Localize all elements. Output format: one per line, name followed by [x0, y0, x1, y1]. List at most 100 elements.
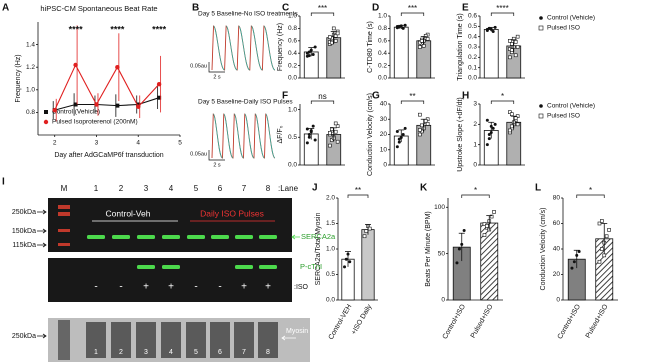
ptni-band — [162, 265, 180, 269]
data-point — [513, 40, 518, 44]
panel-label: B — [192, 3, 199, 14]
y-tick-label: 40 — [553, 246, 561, 253]
data-point — [482, 222, 487, 226]
data-point — [482, 233, 487, 237]
scale-bar — [208, 62, 225, 73]
y-axis-label: Upstroke Slope (+dF/dt) — [457, 97, 464, 172]
myosin-band — [234, 322, 254, 358]
y-tick-label: 100 — [434, 204, 445, 211]
lane-label: 2 — [119, 184, 124, 193]
blot-middle — [48, 258, 292, 302]
data-point — [485, 118, 489, 122]
scale-x-label: 2 s — [213, 162, 221, 168]
data-point — [305, 127, 309, 131]
myosin-band — [258, 322, 278, 358]
panel-label: G — [372, 91, 380, 102]
data-point — [419, 38, 424, 43]
data-point — [509, 112, 514, 116]
y-tick-label: 0 — [441, 297, 445, 304]
legend-label: Control (Vehicle) — [547, 103, 595, 110]
significance-bracket — [490, 100, 515, 104]
data-point — [493, 122, 497, 126]
significance-bracket — [461, 194, 490, 198]
data-point — [570, 266, 574, 270]
legend-marker — [539, 104, 543, 108]
data-point — [577, 250, 581, 254]
data-point — [403, 23, 407, 27]
data-point — [305, 141, 309, 145]
y-tick-label: 50 — [438, 250, 446, 257]
data-point — [515, 34, 520, 39]
marker-label: M — [61, 184, 68, 193]
bar — [361, 229, 375, 301]
x-tick-label: +ISO Daily — [350, 303, 373, 336]
data-point — [509, 48, 514, 52]
legend-label: Control (Vehicle) — [52, 109, 100, 116]
blot-top — [48, 198, 292, 252]
iso-sign: + — [143, 282, 149, 293]
ladder-label: 150kDa — [12, 228, 36, 235]
x-tick-label: Control-VEH — [328, 303, 354, 341]
y-tick-label: 0.0 — [468, 75, 477, 82]
significance: *** — [318, 4, 327, 13]
y-tick-label: 0.8 — [26, 109, 35, 116]
y-tick-label: 0.5 — [288, 134, 297, 141]
lane-label: 7 — [242, 184, 247, 193]
data-point — [508, 38, 512, 43]
panel-label: D — [372, 3, 379, 14]
data-point — [335, 31, 340, 36]
ladder-label: 115kDa — [12, 242, 36, 249]
point — [115, 103, 120, 108]
y-tick-label: 20 — [553, 271, 561, 278]
y-tick-label: 0.5 — [326, 271, 335, 278]
data-point — [425, 122, 430, 126]
x-tick-label: 2 — [53, 140, 57, 147]
y-tick-label: 0.8 — [288, 25, 297, 32]
data-point — [305, 51, 309, 55]
data-point — [602, 253, 607, 258]
lane-label-bottom: 7 — [242, 349, 246, 356]
y-tick-label: 0.0 — [288, 75, 297, 82]
data-point — [455, 261, 459, 265]
panel-label: C — [282, 3, 289, 14]
significance: * — [474, 186, 477, 195]
data-point — [597, 221, 602, 226]
legend-marker — [538, 25, 544, 31]
data-point — [508, 55, 512, 60]
data-point — [311, 124, 315, 128]
y-axis-label: Frequency (Hz) — [15, 54, 22, 102]
y-axis-label: Frequency (Hz) — [277, 23, 284, 71]
significance: ** — [355, 186, 361, 195]
trace-fit — [213, 25, 276, 71]
x-tick-label: Control+ISO — [557, 303, 583, 341]
lane-label: 6 — [218, 184, 223, 193]
bar — [393, 26, 409, 79]
data-point — [335, 124, 340, 128]
scale-x-label: 2 s — [213, 74, 221, 80]
lane-label: 5 — [194, 184, 199, 193]
data-point — [311, 52, 315, 56]
x-tick-label: 5 — [178, 140, 182, 147]
data-point — [462, 228, 466, 232]
myosin-band — [161, 322, 181, 358]
y-axis-label: Beats Per Minute (BPM) — [425, 211, 432, 286]
annotation: **** — [69, 24, 84, 34]
data-point — [487, 133, 491, 136]
significance-bracket — [400, 12, 425, 16]
data-point — [328, 35, 332, 39]
point — [73, 62, 78, 68]
data-point — [418, 40, 422, 45]
point — [156, 81, 162, 87]
y-tick-label: 0.2 — [288, 62, 297, 69]
serca-band — [137, 235, 155, 239]
legend-label: Pulsed ISO — [547, 113, 580, 120]
data-point — [329, 40, 334, 45]
trace-title: Day 5 Baseline-No ISO treatments — [198, 11, 298, 18]
data-point — [491, 126, 495, 130]
lane-label: 1 — [94, 184, 99, 193]
legend-label: Pulsed Isoproterenol (200nM) — [52, 119, 138, 126]
scale-y-label: 0.05au — [190, 63, 207, 69]
y-tick-label: 0.4 — [378, 50, 387, 57]
y-tick-label: 1.0 — [26, 87, 35, 94]
significance-bracket — [490, 12, 515, 16]
